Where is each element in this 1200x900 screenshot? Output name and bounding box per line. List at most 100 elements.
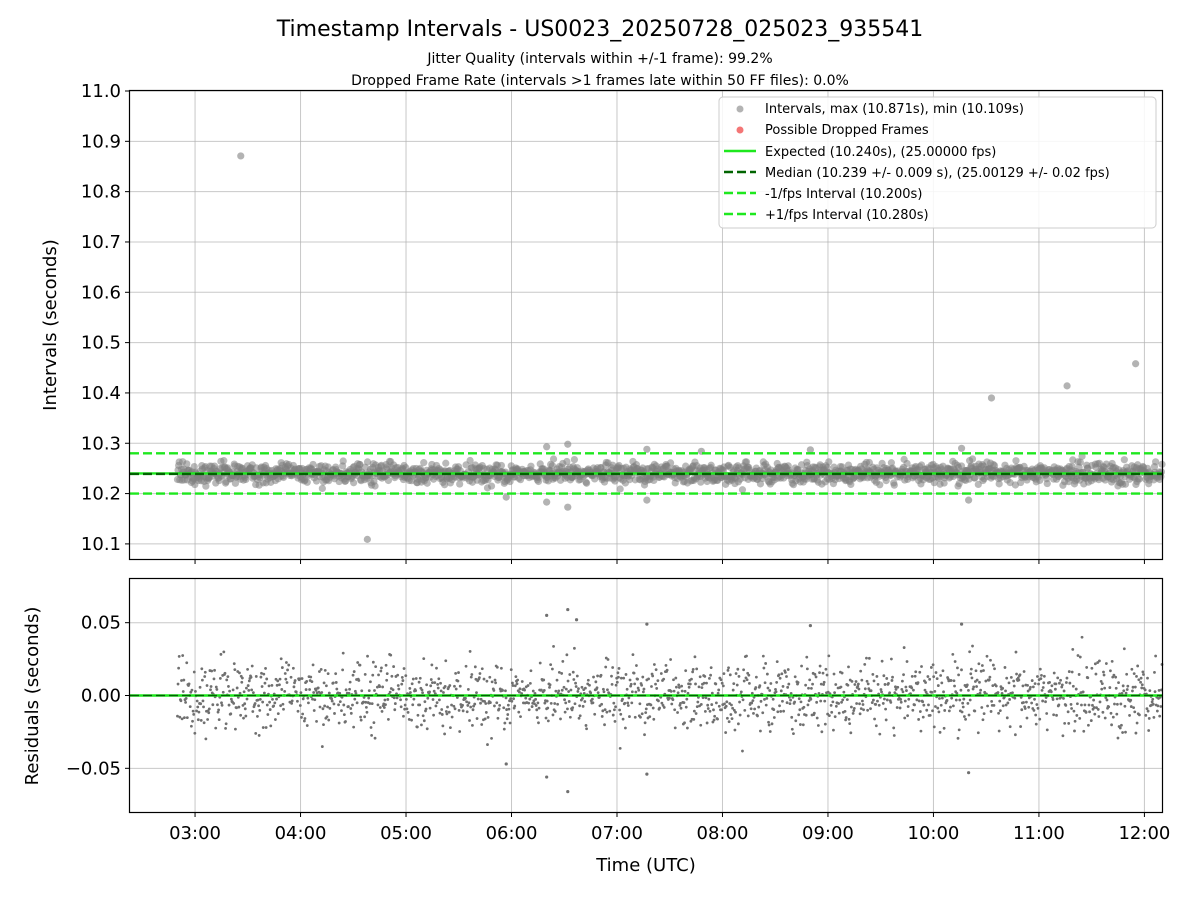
residual-point (337, 703, 340, 707)
residual-point (550, 667, 554, 671)
residual-point (355, 701, 359, 705)
residual-point (1102, 670, 1105, 674)
residual-point (466, 704, 470, 707)
residual-point (526, 684, 530, 687)
residual-point (693, 655, 697, 659)
residual-point (779, 689, 783, 693)
residual-point (422, 719, 426, 723)
residual-point (353, 697, 357, 701)
residual-point (263, 681, 267, 685)
residual-point (732, 682, 736, 685)
residual-point (720, 708, 723, 712)
x-tick-label: 12:00 (1118, 823, 1170, 844)
residual-point (549, 701, 553, 705)
interval-outlier-point (1063, 382, 1071, 390)
residual-point (326, 672, 330, 676)
residual-point (1111, 715, 1115, 719)
residual-point (599, 673, 603, 677)
residual-point (453, 684, 456, 688)
residual-point (999, 685, 1003, 688)
residual-point (1157, 688, 1161, 692)
residual-point (546, 719, 550, 723)
residual-point (721, 684, 725, 688)
residual-point (311, 663, 315, 667)
residual-point (199, 718, 203, 722)
residual-point (177, 666, 181, 670)
residual-point (1085, 666, 1089, 669)
residual-point (352, 670, 356, 673)
residual-point (805, 655, 809, 659)
residual-point (237, 705, 241, 709)
residual-point (392, 696, 396, 700)
residual-point (319, 667, 323, 671)
residual-point (233, 668, 237, 672)
residual-point (811, 682, 814, 686)
residual-point (447, 710, 451, 714)
residual-point (815, 700, 819, 704)
interval-point (420, 459, 428, 467)
residual-point (195, 699, 199, 703)
residual-point (902, 673, 905, 677)
residual-point (705, 721, 709, 725)
residual-point (1058, 681, 1061, 685)
residual-point (695, 705, 699, 709)
residual-point (753, 707, 757, 711)
residual-point (1091, 703, 1094, 707)
residual-point (926, 675, 930, 678)
residual-point (276, 712, 280, 716)
residual-point (1001, 686, 1005, 690)
residual-point (816, 724, 820, 727)
residual-point (793, 700, 797, 704)
residual-point (196, 705, 200, 709)
residual-point (247, 688, 251, 692)
residual-point (504, 689, 507, 693)
interval-point (650, 476, 658, 485)
residual-point (1115, 702, 1119, 706)
residual-point (268, 700, 272, 704)
residual-point (1081, 690, 1085, 694)
residual-point (349, 711, 353, 715)
residual-point (968, 650, 972, 654)
residual-point (606, 658, 610, 661)
residual-point (1021, 684, 1025, 688)
residual-point (342, 703, 346, 707)
residual-point (575, 674, 579, 678)
residual-point (1009, 675, 1013, 679)
residual-point (1158, 714, 1162, 718)
residual-point (221, 690, 225, 694)
residual-point (1124, 730, 1127, 734)
residual-point (216, 710, 220, 714)
top-y-tick-label: 10.7 (81, 232, 121, 253)
residual-point (984, 679, 988, 683)
residual-point (454, 687, 458, 691)
residual-point (1061, 734, 1065, 738)
residual-point (341, 651, 345, 655)
residual-point (1063, 722, 1067, 725)
residual-point (887, 682, 890, 685)
residual-point (396, 684, 400, 687)
residual-point (1026, 689, 1030, 693)
residual-point (1087, 703, 1091, 707)
residual-point (490, 736, 493, 740)
residual-point (879, 688, 883, 691)
residual-point (660, 701, 664, 705)
residual-point (354, 691, 358, 695)
top-y-tick-label: 10.1 (81, 534, 121, 555)
residual-point (786, 685, 790, 689)
residual-point (516, 678, 520, 682)
residual-point (1135, 721, 1139, 725)
residual-point (733, 728, 737, 732)
residual-point (794, 719, 798, 723)
residual-point (768, 730, 772, 733)
residual-point (883, 683, 887, 686)
residual-point (1124, 691, 1128, 695)
top-y-tick-label: 11.0 (81, 81, 121, 102)
residual-point (819, 699, 823, 703)
residual-point (244, 714, 248, 718)
residual-point (849, 731, 853, 735)
residual-point (700, 686, 704, 690)
residual-point (275, 697, 278, 701)
residual-point (1005, 676, 1009, 680)
residual-point (670, 702, 674, 706)
residual-point (465, 710, 469, 714)
